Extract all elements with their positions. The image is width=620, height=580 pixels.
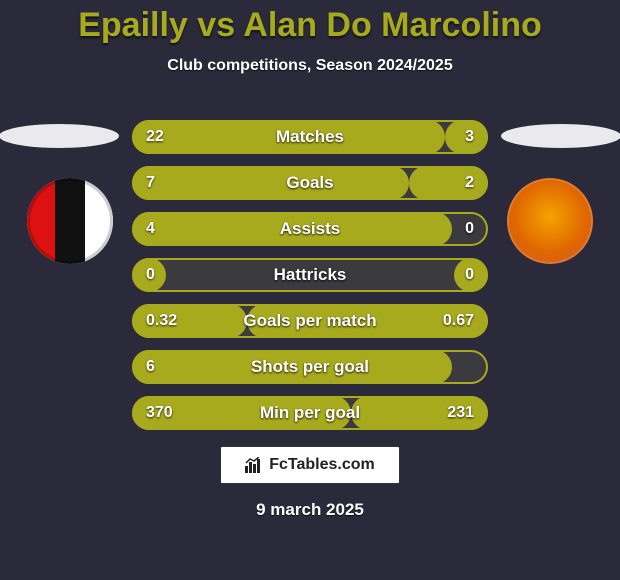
page-title: Epailly vs Alan Do Marcolino [0, 0, 620, 45]
player-right-shadow [501, 124, 620, 148]
stat-value-left: 370 [132, 396, 187, 430]
stat-value-right: 2 [451, 166, 488, 200]
stat-bar-left [132, 166, 409, 200]
stat-value-left: 4 [132, 212, 169, 246]
date-text: 9 march 2025 [0, 500, 620, 520]
team-badge-right [507, 178, 593, 264]
page-subtitle: Club competitions, Season 2024/2025 [0, 57, 620, 75]
stat-value-left: 6 [132, 350, 169, 384]
player-left-shadow [0, 124, 119, 148]
stats-container: 22 3 Matches 7 2 Goals 4 0 Assists 0 0 H… [132, 120, 488, 442]
stat-track [132, 258, 488, 292]
stat-row: 0 0 Hattricks [132, 258, 488, 292]
stat-row: 4 0 Assists [132, 212, 488, 246]
stat-value-left: 0 [132, 258, 169, 292]
stat-bar-left [132, 120, 445, 154]
stat-value-left: 0.32 [132, 304, 191, 338]
stat-value-right: 3 [451, 120, 488, 154]
stat-value-right: 0 [451, 258, 488, 292]
brand-text: FcTables.com [269, 456, 375, 474]
stat-row: 6 Shots per goal [132, 350, 488, 384]
stat-row: 0.32 0.67 Goals per match [132, 304, 488, 338]
stat-row: 22 3 Matches [132, 120, 488, 154]
stat-value-left: 22 [132, 120, 178, 154]
stat-value-right: 231 [433, 396, 488, 430]
stat-bar-left [132, 350, 452, 384]
brand-badge: FcTables.com [220, 446, 400, 484]
team-badge-left [27, 178, 113, 264]
stat-value-right: 0 [451, 212, 488, 246]
stat-row: 7 2 Goals [132, 166, 488, 200]
stat-value-right [460, 350, 488, 384]
stat-bar-left [132, 212, 452, 246]
stat-row: 370 231 Min per goal [132, 396, 488, 430]
stat-value-right: 0.67 [429, 304, 488, 338]
chart-icon [245, 457, 263, 473]
stat-value-left: 7 [132, 166, 169, 200]
